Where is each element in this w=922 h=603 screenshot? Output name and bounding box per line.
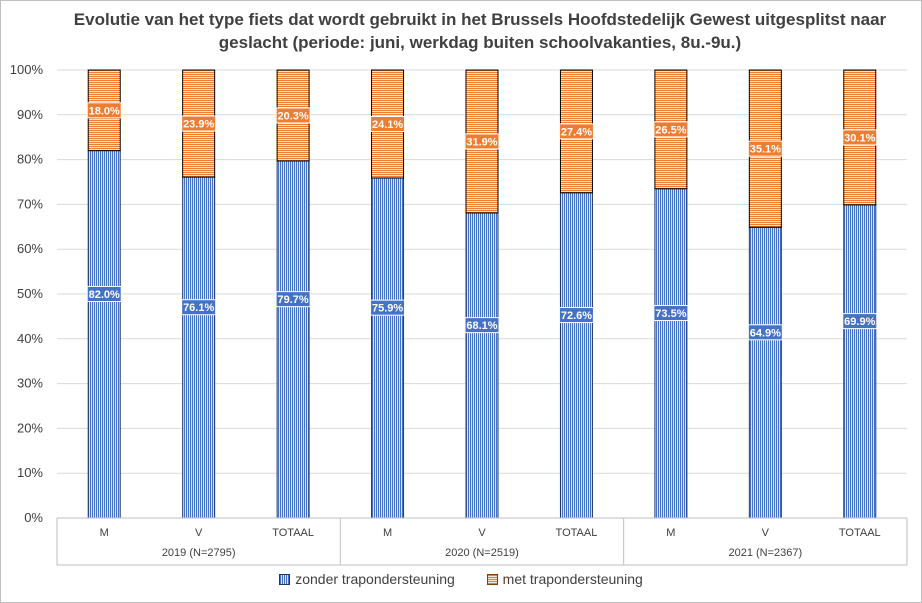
data-label-box-blue <box>86 286 122 302</box>
data-label-box-blue <box>464 317 500 334</box>
legend-item-met: met trapondersteuning <box>486 571 643 587</box>
data-label-box-orange <box>370 115 406 132</box>
data-label-zonder: 69.9% <box>844 316 875 328</box>
chart-title: Evolutie van het type fiets dat wordt ge… <box>73 10 887 52</box>
legend-item-zonder: zonder trapondersteuning <box>279 571 455 587</box>
data-label-box-orange <box>464 133 500 150</box>
x-group-label: 2020 (N=2519) <box>445 547 519 559</box>
data-label-box-blue <box>747 324 783 341</box>
y-axis-ticks: 0% 10% 20% 30% 40% 50% 60% 70% 80% 90% 100% <box>10 62 44 525</box>
data-label-met: 35.1% <box>750 144 781 156</box>
y-tick-label: 0% <box>24 510 43 525</box>
x-category-label: M <box>383 527 392 539</box>
bar-zonder-trapondersteuning <box>559 192 593 519</box>
x-category-label: TOTAAL <box>556 527 598 539</box>
legend: zonder trapondersteuning met traponderst… <box>0 571 922 588</box>
data-label-zonder: 68.1% <box>466 320 497 332</box>
y-tick-label: 20% <box>17 420 43 435</box>
data-label-box-blue <box>842 313 878 330</box>
data-labels: 82.0% 18.0% 76.1% 23.9% 79.7% 20.3% 75.9% 24.1%… <box>86 102 878 341</box>
x-category-label: V <box>478 527 486 539</box>
x-category-label: M <box>100 527 109 539</box>
data-label-met: 24.1% <box>372 119 403 131</box>
data-label-zonder: 75.9% <box>372 303 403 315</box>
bar-zonder-trapondersteuning <box>654 188 688 519</box>
data-label-box-blue <box>558 307 594 324</box>
data-label-met: 20.3% <box>278 110 309 122</box>
data-label-met: 31.9% <box>466 136 497 148</box>
x-category-label: V <box>762 527 770 539</box>
y-tick-label: 10% <box>17 465 43 480</box>
data-label-box-orange <box>653 121 689 138</box>
data-label-box-blue <box>370 299 406 316</box>
data-label-met: 30.1% <box>844 132 875 144</box>
y-tick-label: 70% <box>17 196 43 211</box>
x-group-label: 2021 (N=2367) <box>728 547 802 559</box>
y-tick-label: 40% <box>17 331 43 346</box>
bar-zonder-trapondersteuning <box>465 212 499 519</box>
y-tick-label: 50% <box>17 286 43 301</box>
x-group-label: 2019 (N=2795) <box>162 547 236 559</box>
legend-swatch-orange <box>486 573 498 585</box>
y-tick-label: 90% <box>17 107 43 122</box>
data-label-zonder: 72.6% <box>561 310 592 322</box>
data-label-met: 23.9% <box>183 119 214 131</box>
y-tick-label: 30% <box>17 376 43 391</box>
x-category-label: TOTAAL <box>839 527 881 539</box>
y-tick-label: 60% <box>17 241 43 256</box>
legend-label-zonder: zonder trapondersteuning <box>295 571 455 587</box>
data-label-zonder: 76.1% <box>183 302 214 314</box>
data-label-box-orange <box>747 140 783 157</box>
legend-swatch-blue <box>279 573 291 585</box>
data-label-met: 26.5% <box>655 124 686 136</box>
bar-zonder-trapondersteuning <box>182 176 216 519</box>
data-label-zonder: 82.0% <box>89 289 120 301</box>
x-category-label: V <box>195 527 203 539</box>
data-label-zonder: 79.7% <box>278 294 309 306</box>
bar-zonder-trapondersteuning <box>371 177 405 519</box>
data-label-box-orange <box>842 129 878 146</box>
data-label-zonder: 73.5% <box>655 308 686 320</box>
stacked-bar-chart: 0% 10% 20% 30% 40% 50% 60% 70% 80% 90% 100% 82.0% 1… <box>10 62 908 566</box>
data-label-met: 27.4% <box>561 126 592 138</box>
bar-zonder-trapondersteuning <box>748 226 782 519</box>
bar-zonder-trapondersteuning <box>276 160 310 519</box>
bar-zonder-trapondersteuning <box>87 150 121 519</box>
data-label-box-blue <box>653 305 689 322</box>
x-category-label: TOTAAL <box>272 527 314 539</box>
data-label-met: 18.0% <box>89 105 120 117</box>
data-label-zonder: 64.9% <box>750 327 781 339</box>
data-label-box-blue <box>275 291 311 308</box>
y-tick-label: 100% <box>10 62 44 77</box>
data-label-box-orange <box>275 107 311 124</box>
bar-zonder-trapondersteuning <box>843 204 877 519</box>
x-category-label: M <box>666 527 675 539</box>
data-label-box-orange <box>181 115 217 132</box>
x-axis: M V TOTAAL M V TOTAAL M V TOTAAL 2019 (N=2795) 202… <box>56 517 908 566</box>
legend-label-met: met trapondersteuning <box>502 571 643 587</box>
y-tick-label: 80% <box>17 152 43 167</box>
data-label-box-blue <box>181 299 217 316</box>
data-label-box-orange <box>86 102 122 119</box>
data-label-box-orange <box>558 123 594 140</box>
